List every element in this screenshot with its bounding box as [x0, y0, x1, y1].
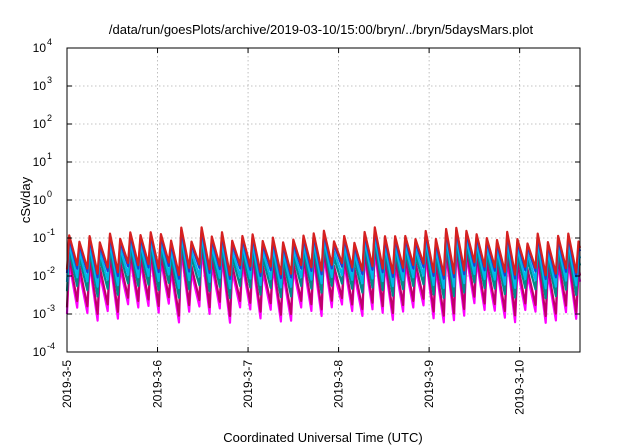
x-tick-label: 2019-3-6 [151, 360, 165, 408]
y-tick-label-exponent: 3 [47, 75, 52, 85]
x-axis-label: Coordinated Universal Time (UTC) [223, 430, 422, 445]
x-tick-label: 2019-3-9 [422, 360, 436, 408]
y-tick-label-exponent: -4 [47, 341, 55, 351]
series-line [65, 226, 582, 277]
y-tick-label-exponent: 2 [47, 113, 52, 123]
x-tick-label: 2019-3-7 [241, 360, 255, 408]
x-tick-label: 2019-3-5 [60, 360, 74, 408]
y-tick-label: 10 [33, 41, 47, 55]
y-tick-label: 10 [33, 117, 47, 131]
y-tick-label: 10 [33, 269, 47, 283]
y-tick-label: 10 [33, 231, 47, 245]
y-tick-label-exponent: 0 [47, 189, 52, 199]
series-group [65, 226, 582, 324]
y-tick-label: 10 [33, 307, 47, 321]
y-tick-label: 10 [33, 345, 47, 359]
x-tick-label: 2019-3-8 [332, 360, 346, 408]
y-tick-label: 10 [33, 193, 47, 207]
y-tick-label-exponent: -1 [47, 227, 55, 237]
chart-title: /data/run/goesPlots/archive/2019-03-10/1… [109, 22, 534, 37]
y-axis-label: cSv/day [18, 176, 33, 223]
y-tick-label-exponent: 4 [47, 37, 52, 47]
y-tick-label: 10 [33, 155, 47, 169]
y-tick-label-exponent: -3 [47, 303, 55, 313]
x-axis: 2019-3-5 2019-3-6 2019-3-7 2019-3-8 2019-3-9… [60, 48, 527, 415]
x-tick-label: 2019-3-10 [513, 360, 527, 415]
y-tick-label-exponent: -2 [47, 265, 55, 275]
y-tick-label: 10 [33, 79, 47, 93]
y-tick-label-exponent: 1 [47, 151, 52, 161]
